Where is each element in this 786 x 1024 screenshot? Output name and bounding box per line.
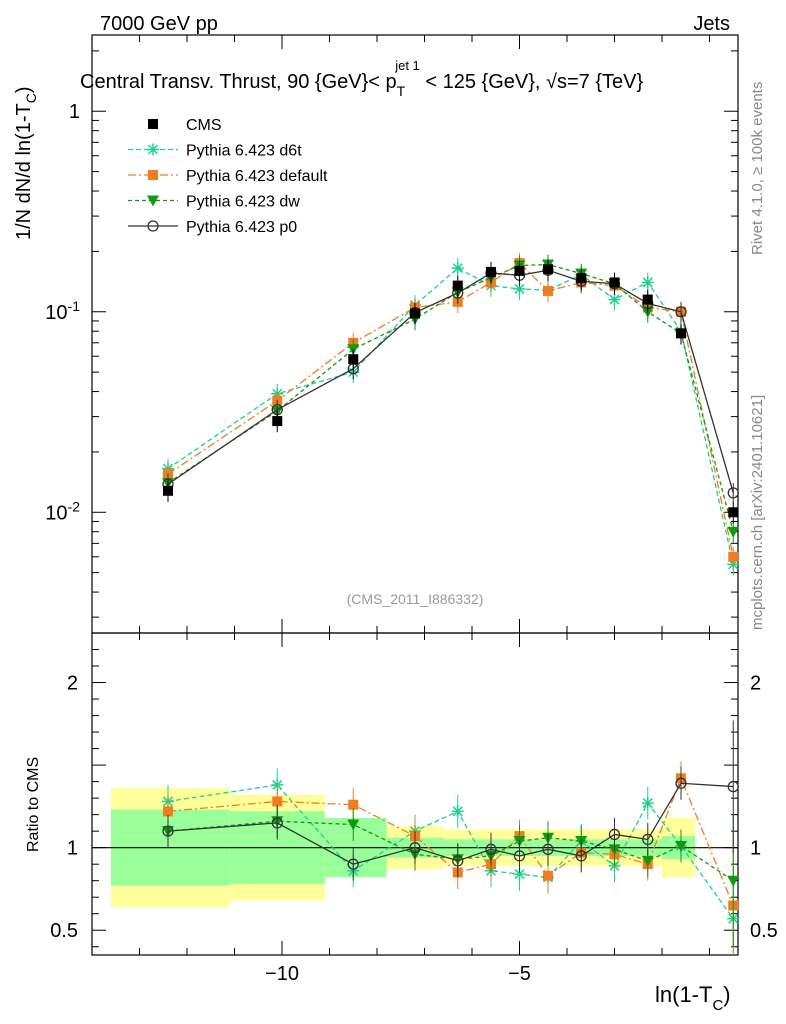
ratio-point-pythia-6-423-p0 <box>642 833 654 846</box>
category-label: Jets <box>693 13 730 35</box>
data-point-cms <box>576 273 587 284</box>
data-point-pythia-6-423-default <box>728 551 739 562</box>
ratio-tick-label: 0.5 <box>50 920 78 942</box>
ratio-point-pythia-6-423-dw <box>347 819 360 831</box>
data-point-pythia-6-423-default <box>543 285 553 296</box>
ratio-point-pythia-6-423-default <box>272 796 283 807</box>
y-axis-label: 1/N dN/d ln(1-TC) <box>13 86 39 240</box>
ratio-point-pythia-6-423-d6t <box>451 805 464 818</box>
ratio-point-pythia-6-423-d6t <box>641 797 654 810</box>
star-stroke <box>147 144 159 155</box>
ratio-point-pythia-6-423-dw <box>675 841 687 853</box>
ratio-point-pythia-6-423-default <box>543 870 553 881</box>
star-stroke <box>514 283 525 294</box>
y-tick-label: 10-1 <box>45 298 80 324</box>
ratio-point-pythia-6-423-p0 <box>162 825 174 837</box>
y-tick-label: 10-2 <box>45 498 80 524</box>
data-point-cms <box>272 416 283 427</box>
ratio-point-pythia-6-423-p0 <box>513 850 526 862</box>
data-point-pythia-6-423-d6t <box>641 276 654 289</box>
data-point-cms <box>410 308 420 319</box>
star-stroke <box>642 277 653 288</box>
ratio-point-pythia-6-423-p0 <box>271 817 283 829</box>
legend-marker <box>147 220 159 232</box>
ratio-axis-label: Ratio to CMS <box>25 757 42 852</box>
star-stroke <box>642 798 653 809</box>
mcplots-label: mcplots.cern.ch [arXiv:2401.10621] <box>749 395 766 630</box>
ratio-tick-label-right: 1 <box>750 838 761 860</box>
legend-item-cms: CMS <box>148 117 222 134</box>
x-tick-label: −5 <box>508 963 531 985</box>
ratio-point-pythia-6-423-dw <box>641 855 654 867</box>
legend-label: Pythia 6.423 default <box>186 168 328 185</box>
data-point-cms <box>348 354 359 365</box>
ratio-point-pythia-6-423-p0 <box>542 843 554 855</box>
legend-item-pythia-6-423-dw: Pythia 6.423 dw <box>128 194 300 211</box>
ratio-point-pythia-6-423-default <box>163 806 173 817</box>
energy-label: 7000 GeV pp <box>100 13 218 35</box>
ratio-point-pythia-6-423-p0 <box>485 843 497 855</box>
legend-label: Pythia 6.423 d6t <box>186 143 302 160</box>
series-cms <box>163 259 739 524</box>
legend-item-pythia-6-423-default: Pythia 6.423 default <box>128 168 328 185</box>
data-point-cms <box>163 485 173 496</box>
legend-label: Pythia 6.423 p0 <box>186 219 297 236</box>
legend-label: Pythia 6.423 dw <box>186 194 300 211</box>
data-point-cms <box>486 266 496 277</box>
ratio-point-pythia-6-423-p0 <box>575 850 587 862</box>
ratio-point-pythia-6-423-p0 <box>409 842 421 854</box>
data-point-cms <box>642 294 653 305</box>
data-point-pythia-6-423-d6t <box>451 262 464 275</box>
chart-title: Central Transv. Thrust, 90 {GeV}< pTjet … <box>80 58 643 99</box>
legend-marker <box>147 195 159 207</box>
star-stroke <box>514 869 525 880</box>
analysis-id: (CMS_2011_I886332) <box>347 591 484 607</box>
ratio-tick-label-right: 2 <box>750 673 761 695</box>
data-point-pythia-6-423-p0 <box>675 306 687 318</box>
x-axis-label: ln(1-TC) <box>655 982 731 1014</box>
data-point-cms <box>676 328 686 339</box>
ratio-tick-label-right: 0.5 <box>750 920 778 942</box>
star-stroke <box>609 294 620 305</box>
ratio-tick-label: 2 <box>67 673 78 695</box>
data-point-cms <box>514 265 525 276</box>
ratio-tick-label: 1 <box>67 838 78 860</box>
data-point-cms <box>728 507 739 518</box>
ratio-point-pythia-6-423-p0 <box>727 780 739 793</box>
axes: −10 −5 10-2 10-1 1 0.5 0.5 1 1 2 2 <box>45 34 778 985</box>
ratio-point-pythia-6-423-dw <box>727 875 740 887</box>
data-point-cms <box>609 277 620 288</box>
data-point-cms <box>543 264 553 275</box>
ratio-point-pythia-6-423-p0 <box>675 777 687 789</box>
data-point-cms <box>452 280 463 291</box>
data-point-pythia-6-423-dw <box>727 526 740 538</box>
ratio-point-pythia-6-423-p0 <box>347 858 359 870</box>
rivet-label: Rivet 4.1.0, ≥ 100k events <box>749 82 766 255</box>
ratio-point-pythia-6-423-p0 <box>608 828 621 841</box>
star-stroke <box>452 806 463 817</box>
series-layer <box>162 253 740 955</box>
legend-item-pythia-6-423-p0: Pythia 6.423 p0 <box>128 219 297 236</box>
legend-marker <box>148 119 158 129</box>
ratio-frame <box>91 632 739 956</box>
legend-item-pythia-6-423-d6t: Pythia 6.423 d6t <box>128 143 302 160</box>
legend-marker <box>148 170 158 180</box>
series-pythia-6-423-p0 <box>162 260 739 881</box>
data-point-pythia-6-423-p0 <box>727 487 739 499</box>
star-stroke <box>452 263 463 274</box>
ratio-point-pythia-6-423-default <box>348 799 359 810</box>
y-tick-label: 1 <box>69 101 80 123</box>
legend: CMS Pythia 6.423 d6t Pythia 6.423 default P… <box>128 117 328 236</box>
legend-label: CMS <box>186 117 222 134</box>
legend-marker <box>147 143 159 156</box>
ratio-point-pythia-6-423-p0 <box>452 855 464 867</box>
x-tick-label: −10 <box>265 963 299 985</box>
